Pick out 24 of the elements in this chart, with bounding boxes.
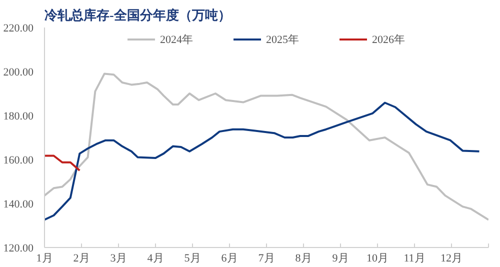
- legend-label: 2025年: [266, 32, 299, 46]
- line-series: [44, 102, 480, 221]
- x-tick-label: 8月: [295, 252, 312, 264]
- x-tick-label: 3月: [110, 252, 127, 264]
- y-tick-label: 160.00: [3, 154, 34, 166]
- legend-label: 2024年: [160, 32, 193, 46]
- y-tick-label: 220.00: [3, 22, 34, 34]
- x-tick-label: 1月: [36, 252, 53, 264]
- y-tick-label: 120.00: [3, 242, 34, 254]
- x-tick-label: 4月: [147, 252, 164, 264]
- x-tick-label: 5月: [184, 252, 201, 264]
- legend-label: 2026年: [372, 32, 405, 46]
- x-tick-label: 10月: [366, 252, 388, 264]
- x-tick-label: 12月: [440, 252, 462, 264]
- x-tick-label: 2月: [73, 252, 90, 264]
- y-tick-label: 200.00: [3, 66, 34, 78]
- chart-title: 冷轧总库存-全国分年度（万吨）: [44, 8, 231, 22]
- x-tick-label: 6月: [221, 252, 238, 264]
- x-tick-label: 11月: [404, 252, 426, 264]
- x-tick-label: 7月: [258, 252, 275, 264]
- x-tick-label: 9月: [332, 252, 349, 264]
- y-tick-label: 140.00: [3, 198, 34, 210]
- line-series: [44, 72, 488, 221]
- y-tick-label: 180.00: [3, 110, 34, 122]
